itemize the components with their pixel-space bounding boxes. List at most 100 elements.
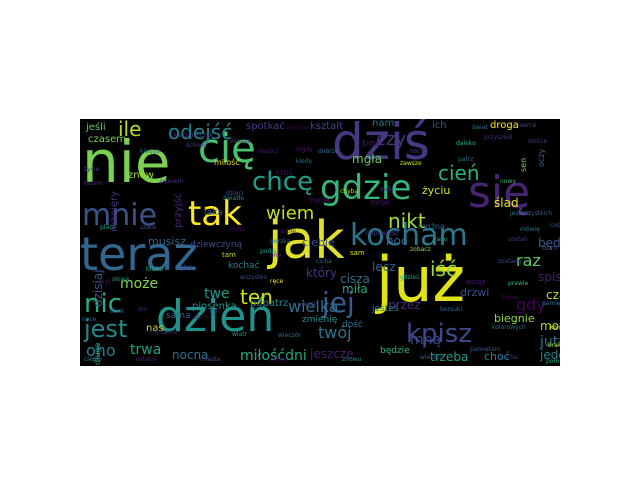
cloud-word: mrok — [370, 198, 391, 207]
cloud-word: nikt — [388, 209, 426, 233]
cloud-word: wiersz — [297, 301, 317, 308]
cloud-word: smutno — [286, 124, 309, 131]
cloud-word: cicha — [316, 258, 332, 265]
cloud-word: cię — [198, 126, 256, 172]
cloud-word: pomyśl — [546, 358, 560, 365]
cloud-word: droga — [490, 120, 519, 131]
cloud-word: kolorowych — [492, 324, 526, 331]
cloud-word: światło — [223, 195, 245, 202]
cloud-word: będę — [538, 236, 560, 250]
cloud-word: swój — [380, 186, 394, 193]
cloud-word: moje — [230, 226, 245, 233]
cloud-word: twój — [318, 323, 352, 342]
cloud-word: kiedyś — [140, 148, 160, 155]
cloud-word: gorzka — [270, 238, 291, 245]
cloud-word: razem — [84, 180, 103, 187]
cloud-word: ich — [432, 120, 447, 131]
cloud-word: iść — [430, 257, 457, 281]
cloud-word: teraz — [80, 227, 198, 281]
cloud-word: dzień — [156, 291, 275, 342]
cloud-word: sam — [350, 249, 365, 257]
cloud-word: dziewczyną — [190, 240, 243, 250]
cloud-word: ona — [270, 252, 282, 259]
cloud-word: słowa — [112, 276, 130, 283]
cloud-word: przyszedł — [484, 134, 513, 141]
cloud-word: trwa — [130, 342, 162, 358]
cloud-word: bo — [210, 308, 218, 315]
cloud-word: popatrz — [250, 298, 289, 309]
cloud-word: jeden — [540, 348, 560, 362]
cloud-word: spisz — [538, 270, 560, 284]
cloud-word: możesz — [540, 319, 560, 333]
cloud-word: ciepło — [84, 356, 102, 363]
cloud-word: wierzyć — [420, 354, 443, 361]
cloud-word: blisko — [146, 266, 164, 273]
cloud-word: milczenie — [149, 329, 178, 336]
cloud-word: powiem — [160, 178, 184, 185]
cloud-word: życiu — [422, 184, 451, 197]
cloud-word: mgła — [352, 152, 383, 166]
cloud-word: był — [100, 278, 111, 286]
cloud-word: deszcz — [258, 148, 279, 155]
cloud-word: podaj — [260, 248, 277, 255]
cloud-word: zostań — [508, 236, 528, 243]
cloud-word: kochać — [228, 261, 260, 271]
cloud-word: chyba — [340, 188, 359, 195]
cloud-word: miłość — [214, 158, 240, 167]
cloud-word: nowy — [500, 178, 516, 185]
cloud-word: cień — [438, 161, 480, 185]
cloud-word: kocha — [500, 354, 518, 361]
cloud-word: jutro — [540, 334, 560, 350]
cloud-word: daleko — [456, 140, 476, 147]
cloud-word: miła — [342, 282, 368, 296]
cloud-word: świat — [472, 124, 488, 131]
cloud-word: nocy — [410, 148, 425, 155]
cloud-word: czy — [376, 129, 406, 150]
cloud-word: brak — [548, 342, 560, 349]
cloud-word: jeśli — [86, 122, 106, 133]
cloud-word: mną — [410, 332, 442, 348]
cloud-word: miłośćdni — [240, 348, 307, 364]
cloud-word: oczy — [537, 148, 546, 167]
cloud-word: wciąż — [466, 278, 486, 286]
cloud-word: mówię — [520, 226, 540, 233]
cloud-word: borsuki — [440, 306, 463, 313]
cloud-word: drzwi — [460, 286, 490, 299]
cloud-word: twe — [204, 286, 230, 302]
cloud-word: pamiętam — [470, 346, 501, 353]
cloud-word: głos — [180, 264, 193, 271]
cloud-word: ślad — [494, 196, 519, 210]
cloud-word: sen — [519, 158, 528, 173]
cloud-word: nam — [372, 119, 395, 129]
cloud-word: mnie — [82, 198, 158, 233]
cloud-word: dzieci — [226, 190, 244, 197]
cloud-word: tam — [222, 251, 236, 259]
cloud-word: ktoś — [276, 168, 293, 177]
cloud-word: czas — [546, 288, 560, 302]
cloud-word: kocham — [350, 218, 468, 253]
cloud-word: tak — [188, 194, 242, 234]
cloud-word: wieczór — [278, 332, 301, 339]
cloud-word: lecz — [372, 260, 396, 274]
cloud-word: jak — [268, 211, 345, 271]
cloud-word: ostatni — [136, 356, 157, 363]
cloud-word: czarna — [192, 314, 212, 321]
cloud-word: serce — [520, 122, 537, 129]
cloud-word: jej — [322, 286, 355, 319]
cloud-word: przyjść — [173, 192, 184, 228]
word-cloud: nie cię dziś się jak teraz już dzień kocham gdzie… — [80, 119, 560, 366]
cloud-word: bez — [362, 138, 380, 149]
cloud-word: ten — [240, 285, 273, 309]
cloud-word: płacz — [100, 224, 116, 231]
cloud-word: wiosna — [230, 138, 251, 145]
cloud-word: oho — [86, 341, 116, 360]
cloud-word: musisz — [148, 235, 186, 248]
cloud-word: cisza — [340, 272, 370, 286]
cloud-word: wiatr — [232, 331, 248, 338]
cloud-word: nas — [146, 323, 164, 334]
cloud-word: rano — [434, 236, 448, 243]
cloud-word: życie — [84, 166, 100, 173]
cloud-word: nigdy — [296, 146, 313, 153]
cloud-word: choć — [484, 350, 510, 363]
cloud-word: przez — [388, 298, 421, 312]
